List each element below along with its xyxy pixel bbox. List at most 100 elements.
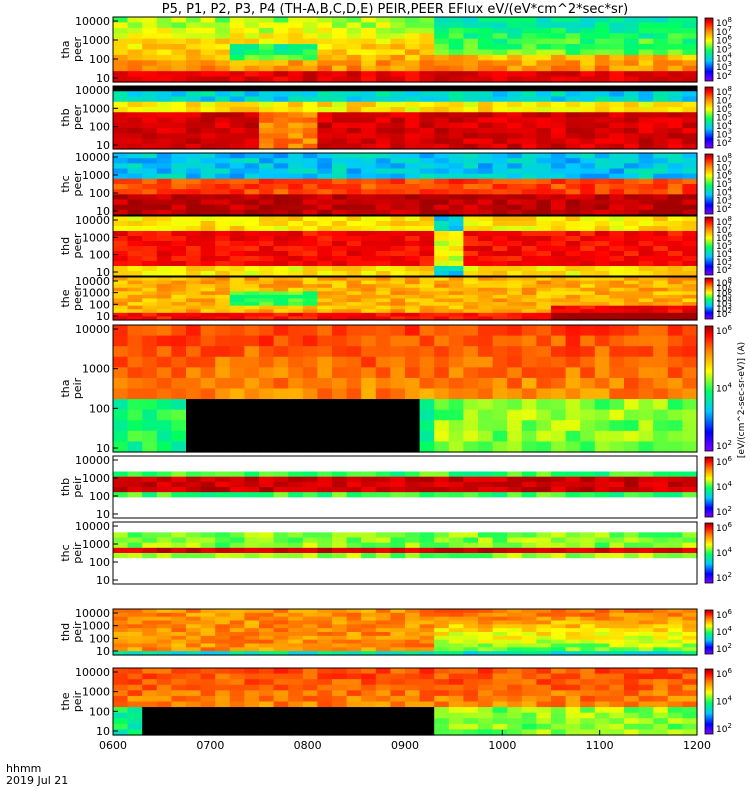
spectrogram-cell	[186, 96, 202, 103]
spectrogram-cell	[419, 60, 435, 67]
spectrogram-cell	[682, 542, 698, 549]
spectrogram-cell	[200, 17, 216, 24]
spectrogram-cell	[580, 44, 596, 51]
spectrogram-cell	[609, 76, 625, 83]
spectrogram-cell	[113, 107, 129, 113]
spectrogram-cell	[113, 668, 129, 675]
spectrogram-cell	[448, 86, 464, 92]
spectrogram-cell	[273, 476, 289, 483]
spectrogram-cell	[405, 420, 421, 432]
spectrogram-cell	[375, 356, 391, 368]
spectrogram-cell	[375, 558, 391, 564]
spectrogram-cell	[565, 456, 581, 462]
spectrogram-cell	[375, 86, 391, 92]
spectrogram-cell	[521, 27, 537, 34]
spectrogram-cell	[448, 624, 464, 629]
spectrogram-cell	[259, 226, 275, 232]
spectrogram-cell	[332, 302, 348, 307]
spectrogram-cell	[288, 553, 304, 559]
spectrogram-cell	[302, 128, 318, 134]
spectrogram-cell	[667, 184, 683, 190]
spectrogram-cell	[492, 44, 508, 51]
spectrogram-cell	[229, 668, 245, 675]
spectrogram-cell	[682, 184, 698, 190]
spectrogram-cell	[317, 466, 333, 473]
spectrogram-cell	[375, 512, 391, 519]
spectrogram-cell	[536, 96, 552, 103]
spectrogram-cell	[580, 542, 596, 549]
spectrogram-cell	[638, 71, 654, 78]
spectrogram-cell	[244, 553, 260, 559]
spectrogram-cell	[609, 71, 625, 78]
spectrogram-cell	[492, 76, 508, 83]
spectrogram-cell	[653, 65, 669, 72]
spectrogram-cell	[302, 729, 318, 736]
spectrogram-cell	[200, 143, 216, 150]
spectrogram-cell	[142, 71, 158, 78]
spectrogram-cell	[448, 635, 464, 641]
spectrogram-cell	[186, 261, 202, 267]
spectrogram-cell	[317, 236, 333, 242]
spectrogram-cell	[156, 399, 172, 411]
spectrogram-cell	[317, 635, 333, 641]
spectrogram-cell	[405, 241, 421, 247]
spectrogram-cell	[200, 122, 216, 129]
spectrogram-cell	[113, 261, 129, 267]
spectrogram-cell	[448, 38, 464, 45]
spectrogram-cell	[346, 466, 362, 473]
spectrogram-cell	[419, 420, 435, 432]
spectrogram-cell	[156, 568, 172, 575]
spectrogram-cell	[594, 33, 610, 40]
spectrogram-cell	[346, 101, 362, 108]
spectrogram-cell	[507, 216, 523, 222]
spectrogram-cell	[682, 221, 698, 227]
spectrogram-cell	[594, 367, 610, 379]
spectrogram-cell	[594, 553, 610, 559]
spectrogram-cell	[463, 701, 479, 708]
spectrogram-cell	[229, 271, 245, 277]
spectrogram-cell	[624, 221, 640, 227]
y-tick-label: 100	[89, 249, 110, 262]
spectrogram-cell	[259, 153, 275, 159]
spectrogram-cell	[405, 695, 421, 703]
spectrogram-cell	[448, 287, 464, 292]
spectrogram-cell	[127, 280, 143, 285]
spectrogram-cell	[186, 420, 202, 432]
spectrogram-cell	[273, 542, 289, 549]
spectrogram-cell	[244, 316, 260, 321]
spectrogram-cell	[259, 409, 275, 421]
spectrogram-cell	[551, 158, 567, 164]
spectrogram-cell	[390, 522, 406, 528]
spectrogram-cell	[492, 612, 508, 618]
spectrogram-cell	[507, 305, 523, 310]
spectrogram-cell	[463, 284, 479, 289]
spectrogram-cell	[302, 651, 318, 656]
spectrogram-cell	[478, 138, 494, 145]
spectrogram-cell	[375, 309, 391, 314]
spectrogram-cell	[580, 707, 596, 714]
spectrogram-cell	[171, 54, 187, 61]
spectrogram-cell	[127, 542, 143, 549]
spectrogram-cell	[638, 335, 654, 347]
spectrogram-cell	[478, 635, 494, 641]
spectrogram-cell	[317, 729, 333, 736]
spectrogram-cell	[288, 492, 304, 498]
spectrogram-cell	[215, 620, 231, 625]
spectrogram-cell	[171, 86, 187, 92]
x-tick-label: 0900	[391, 739, 419, 752]
spectrogram-cell	[171, 573, 187, 580]
spectrogram-cell	[594, 723, 610, 731]
spectrogram-cell	[317, 312, 333, 318]
spectrogram-cell	[405, 635, 421, 641]
spectrogram-cell	[419, 466, 435, 473]
spectrogram-cell	[375, 325, 391, 337]
spectrogram-cell	[215, 609, 231, 614]
spectrogram-cell	[478, 251, 494, 257]
spectrogram-cell	[492, 163, 508, 170]
spectrogram-cell	[186, 251, 202, 257]
spectrogram-cell	[580, 38, 596, 45]
spectrogram-cell	[463, 612, 479, 618]
spectrogram-cell	[113, 356, 129, 368]
spectrogram-cell	[653, 266, 669, 272]
spectrogram-cell	[332, 507, 348, 514]
